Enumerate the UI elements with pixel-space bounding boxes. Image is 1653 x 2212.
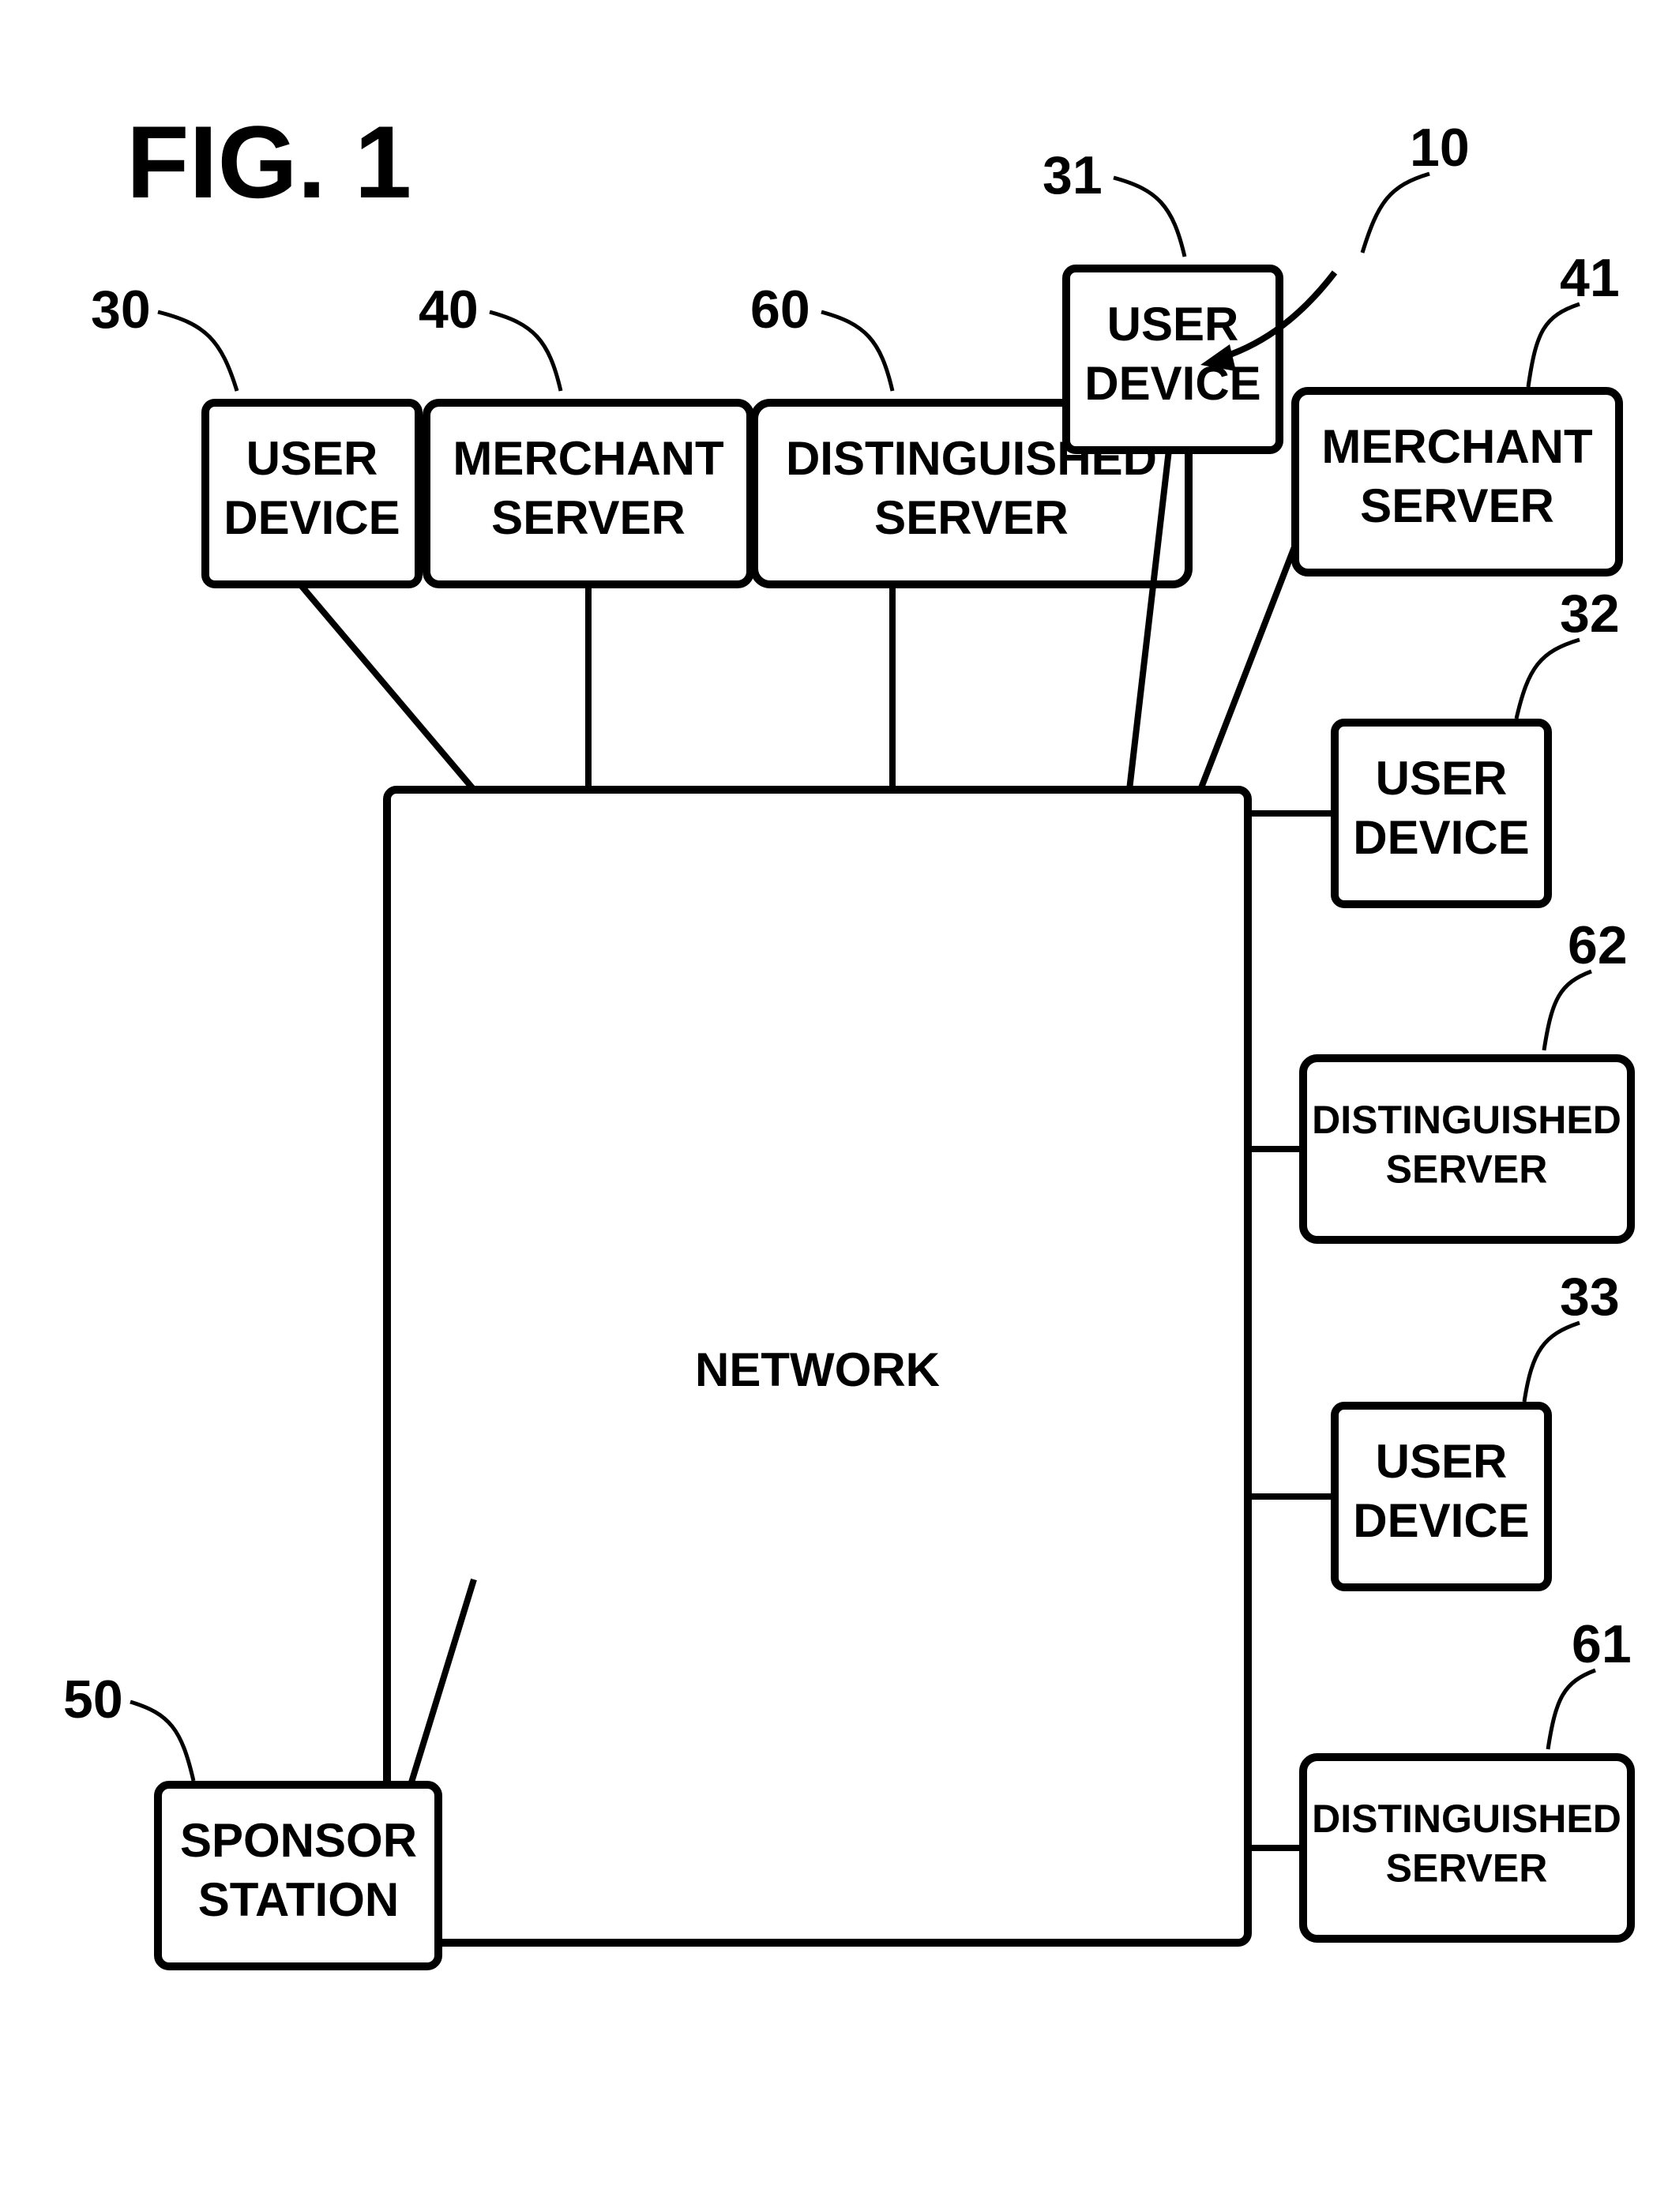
dist61-group: DISTINGUISHED SERVER 61 xyxy=(1248,1614,1632,1939)
dist62-label-line-1: SERVER xyxy=(1386,1147,1548,1192)
dist62-group: DISTINGUISHED SERVER 62 xyxy=(1248,915,1631,1240)
figure-title: FIG. 1 xyxy=(126,104,411,220)
dist61-label-line-0: DISTINGUISHED xyxy=(1312,1797,1621,1841)
system-ref-leader xyxy=(1362,174,1429,253)
merchant40-label-line-0: MERCHANT xyxy=(453,432,723,485)
user30-label-line-0: USER xyxy=(246,432,378,485)
user31-leader xyxy=(1114,178,1185,257)
dist62-label-line-0: DISTINGUISHED xyxy=(1312,1098,1621,1142)
dist60-refnum: 60 xyxy=(750,280,810,340)
user31-label-line-1: DEVICE xyxy=(1084,357,1260,410)
merchant41-leader xyxy=(1528,304,1580,387)
user30-refnum: 30 xyxy=(91,280,151,340)
sponsor50-label-line-0: SPONSOR xyxy=(180,1814,417,1867)
user30-connector xyxy=(300,584,474,790)
sponsor50-refnum: 50 xyxy=(63,1669,123,1729)
dist61-leader xyxy=(1548,1670,1595,1749)
merchant40-refnum: 40 xyxy=(419,280,479,340)
user32-group: USER DEVICE 32 xyxy=(1248,584,1620,904)
sponsor50-leader xyxy=(130,1702,193,1781)
user30-leader xyxy=(158,312,237,391)
user33-leader xyxy=(1524,1323,1580,1402)
user33-label-line-1: DEVICE xyxy=(1353,1494,1529,1547)
user32-label-line-0: USER xyxy=(1376,752,1508,805)
merchant40-leader xyxy=(490,312,561,391)
dist61-refnum: 61 xyxy=(1572,1614,1632,1674)
network-label: NETWORK xyxy=(695,1343,940,1396)
user30-label-line-1: DEVICE xyxy=(224,491,400,544)
dist61-label-line-1: SERVER xyxy=(1386,1846,1548,1891)
merchant41-label-line-0: MERCHANT xyxy=(1321,420,1592,473)
user32-refnum: 32 xyxy=(1560,584,1620,644)
user33-group: USER DEVICE 33 xyxy=(1248,1267,1620,1587)
dist62-leader xyxy=(1544,971,1591,1050)
dist62-refnum: 62 xyxy=(1568,915,1628,975)
user32-label-line-1: DEVICE xyxy=(1353,811,1529,864)
user32-leader xyxy=(1516,640,1580,719)
merchant40-group: MERCHANT SERVER 40 xyxy=(419,280,750,790)
user30-group: USER DEVICE 30 xyxy=(91,280,474,790)
dist60-label-line-1: SERVER xyxy=(874,491,1069,544)
user31-refnum: 31 xyxy=(1043,145,1103,205)
merchant41-refnum: 41 xyxy=(1560,248,1620,308)
merchant41-connector xyxy=(1200,545,1295,790)
user33-label-line-0: USER xyxy=(1376,1435,1508,1488)
user31-label-line-0: USER xyxy=(1107,298,1239,351)
sponsor50-label-line-1: STATION xyxy=(198,1873,399,1926)
merchant41-label-line-1: SERVER xyxy=(1360,479,1554,532)
user33-refnum: 33 xyxy=(1560,1267,1620,1327)
dist60-leader xyxy=(821,312,892,391)
merchant40-label-line-1: SERVER xyxy=(491,491,686,544)
system-ref-num: 10 xyxy=(1410,118,1470,178)
